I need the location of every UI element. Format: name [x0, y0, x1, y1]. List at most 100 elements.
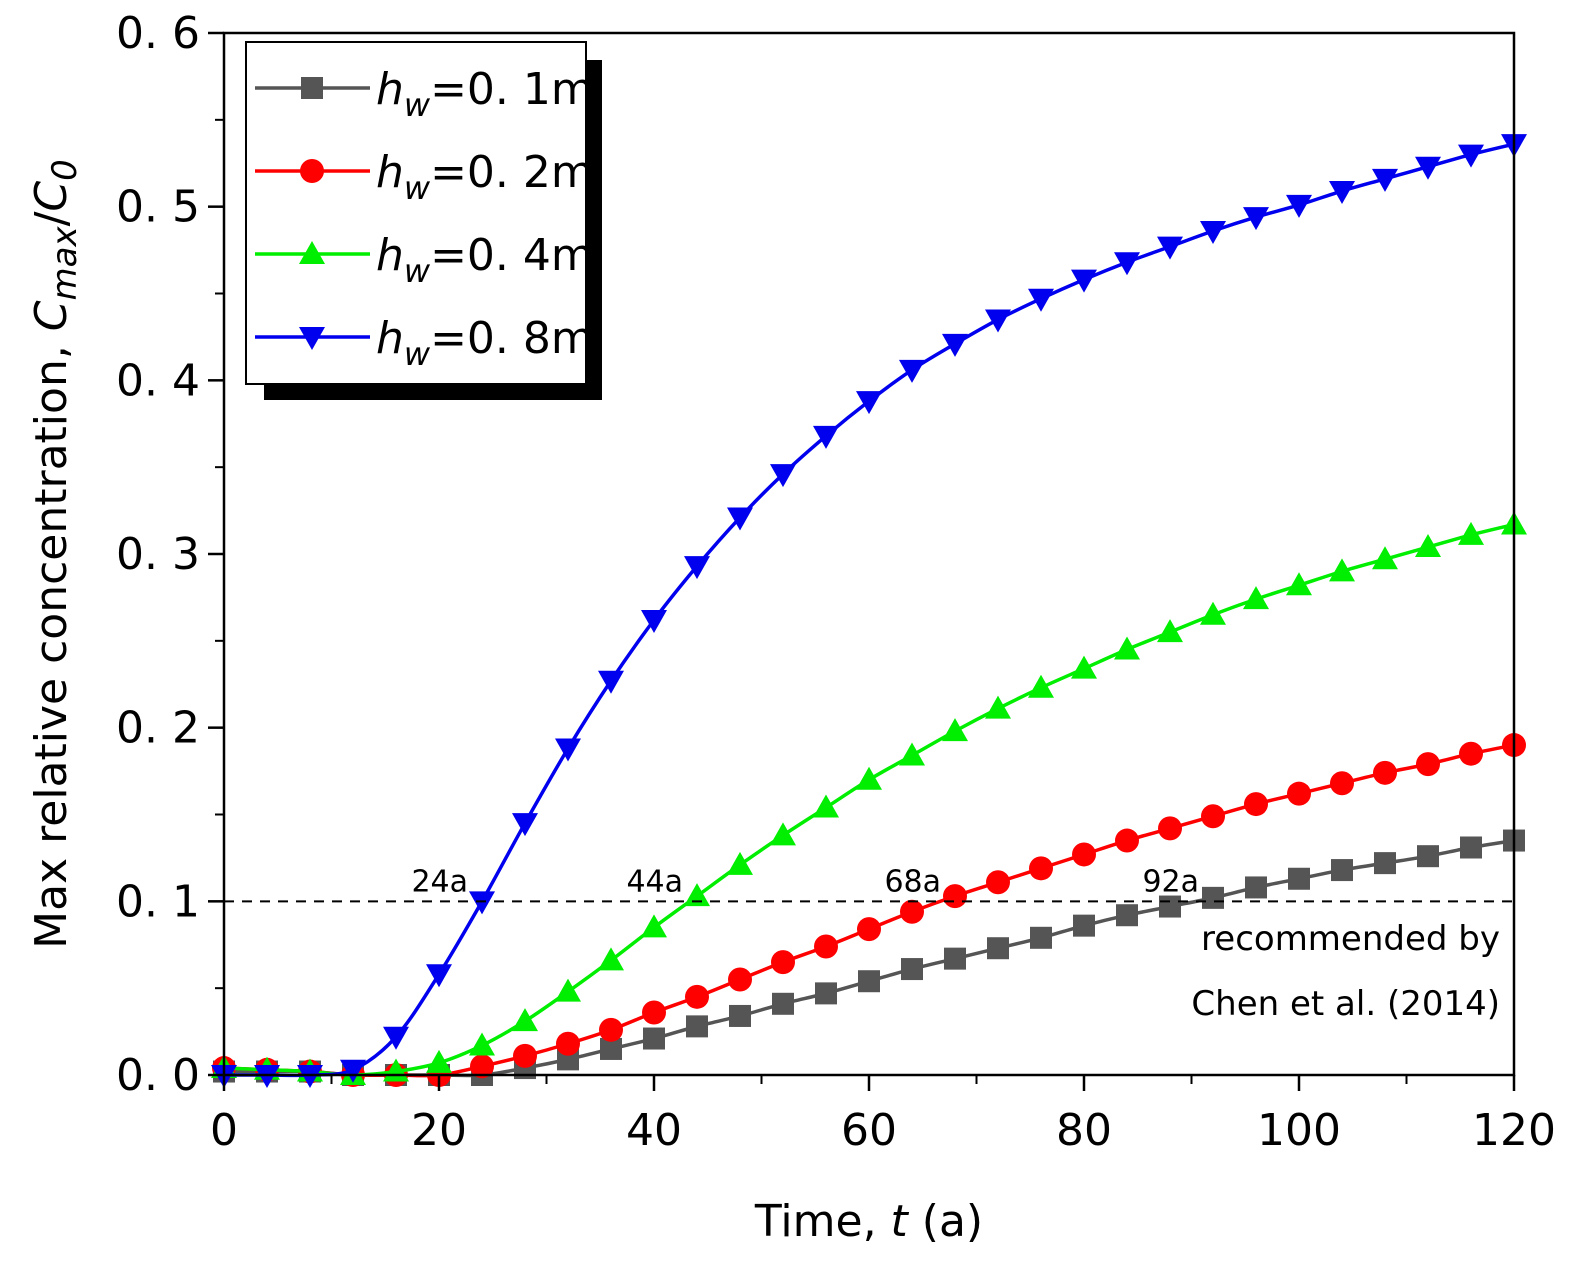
data-point	[1329, 181, 1355, 205]
data-point	[1330, 771, 1354, 796]
x-tick-label: 60	[841, 1105, 897, 1156]
annotation-label: 68a	[884, 864, 941, 899]
y-tick-label: 0. 0	[116, 1050, 200, 1101]
data-point	[813, 425, 839, 449]
data-point	[1028, 674, 1054, 698]
data-point	[1288, 867, 1310, 890]
data-point	[1372, 168, 1398, 192]
data-point	[1459, 741, 1483, 766]
data-point	[986, 870, 1010, 895]
data-point	[856, 766, 882, 790]
data-point	[1415, 156, 1441, 180]
data-point	[1286, 194, 1312, 218]
data-point	[1243, 586, 1269, 610]
data-point	[1115, 828, 1139, 853]
legend-entry-2: hw=0. 2m	[255, 147, 594, 207]
legend-entry-3: hw=0. 4m	[255, 230, 594, 290]
data-point	[1114, 252, 1140, 276]
reference-label-line1: recommended by	[1201, 919, 1500, 959]
data-point	[985, 695, 1011, 719]
legend-label: hw=0. 1m	[376, 64, 594, 124]
data-point	[340, 1059, 366, 1083]
data-point	[814, 934, 838, 959]
data-point	[899, 742, 925, 766]
series-3	[211, 511, 1527, 1085]
data-point	[899, 359, 925, 383]
annotation-layer: 24a 44a 68a 92a	[411, 864, 1199, 899]
data-point	[1287, 781, 1311, 806]
legend: hw=0. 1m hw=0. 2m hw=0. 4m hw=0. 8m	[245, 41, 602, 400]
data-point	[772, 992, 794, 1015]
data-point	[987, 937, 1009, 960]
data-point	[598, 947, 624, 971]
data-point	[469, 1032, 495, 1056]
data-point	[1331, 859, 1353, 882]
data-point	[1072, 842, 1096, 867]
data-point	[942, 718, 968, 742]
data-point	[254, 1065, 280, 1088]
x-tick-label: 120	[1472, 1105, 1556, 1156]
x-tick-label: 40	[626, 1105, 682, 1156]
data-point	[512, 1008, 538, 1032]
data-point	[1329, 558, 1355, 582]
legend-label: hw=0. 8m	[376, 313, 594, 373]
data-point	[470, 1054, 494, 1079]
data-point	[729, 1004, 751, 1027]
legend-marker	[299, 241, 325, 264]
data-point	[1372, 546, 1398, 570]
data-point	[857, 917, 881, 942]
data-point	[1458, 521, 1484, 545]
data-point	[1157, 236, 1183, 260]
data-point	[858, 970, 880, 993]
data-point	[1374, 852, 1396, 875]
data-point	[685, 984, 709, 1009]
data-point	[727, 851, 753, 875]
data-point	[942, 333, 968, 357]
data-point	[856, 391, 882, 415]
data-point	[512, 813, 538, 837]
data-point	[771, 950, 795, 975]
x-axis-title: Time, t (a)	[754, 1196, 983, 1247]
data-point	[1415, 534, 1441, 558]
data-point	[598, 670, 624, 694]
data-point	[1073, 914, 1095, 937]
annotation-label: 44a	[626, 864, 683, 899]
y-tick-label: 0. 2	[116, 703, 200, 754]
data-point	[1286, 572, 1312, 596]
data-point	[426, 964, 452, 988]
y-axis-title: Max relative concentration, Cmax/C0	[26, 159, 85, 949]
data-point	[1373, 760, 1397, 785]
data-point	[684, 883, 710, 907]
data-point	[1417, 845, 1439, 868]
data-point	[1114, 636, 1140, 660]
y-tick-label: 0. 5	[116, 182, 200, 233]
data-point	[513, 1043, 537, 1068]
data-point	[469, 891, 495, 915]
data-point	[1244, 792, 1268, 817]
annotation-label: 92a	[1142, 864, 1199, 899]
data-point	[1243, 207, 1269, 231]
data-point	[555, 738, 581, 762]
data-point	[770, 822, 796, 846]
data-point	[1202, 886, 1224, 909]
legend-label: hw=0. 2m	[376, 147, 594, 207]
legend-marker	[300, 159, 324, 183]
data-point	[985, 309, 1011, 333]
data-point	[642, 1000, 666, 1025]
data-point	[641, 609, 667, 633]
y-tick-label: 0. 4	[116, 355, 200, 406]
data-point	[1245, 876, 1267, 899]
data-point	[728, 967, 752, 992]
y-tick-label: 0. 6	[116, 8, 200, 59]
annotation-label: 24a	[411, 864, 468, 899]
data-point	[600, 1037, 622, 1060]
legend-label: hw=0. 4m	[376, 230, 594, 290]
data-point	[1458, 144, 1484, 168]
data-point	[813, 794, 839, 818]
data-point	[900, 899, 924, 924]
data-point	[815, 982, 837, 1005]
data-point	[770, 464, 796, 488]
legend-entry-1: hw=0. 1m	[255, 64, 594, 124]
x-tick-label: 20	[411, 1105, 467, 1156]
